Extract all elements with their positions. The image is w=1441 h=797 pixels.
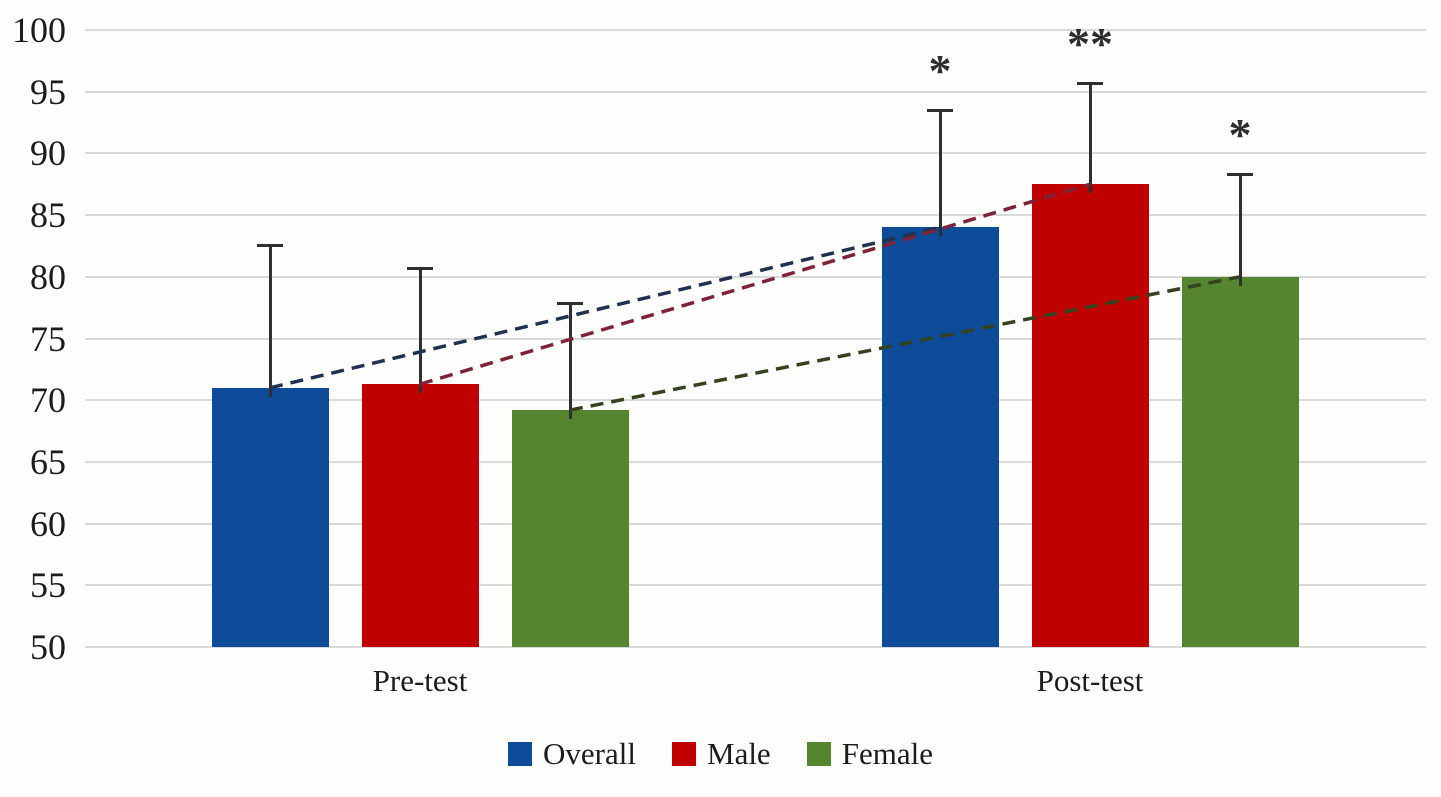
legend-item-female: Female [806, 736, 933, 771]
y-axis-tick-80: 80 [30, 256, 66, 297]
y-axis-tick-95: 95 [30, 71, 66, 112]
bar-male-pre-test [361, 384, 479, 647]
trend-line-overall [269, 225, 941, 390]
gridline-90 [85, 152, 1426, 155]
legend-item-male: Male [672, 738, 771, 769]
y-axis-tick-90: 90 [30, 133, 66, 174]
error-bar-cap-female-post-test [1227, 172, 1253, 176]
gridline-95 [85, 90, 1426, 93]
significance-marker-overall-post-test: * [928, 45, 952, 97]
y-axis-tick-75: 75 [30, 318, 66, 359]
error-bar-overall-post-test [938, 110, 942, 237]
y-axis-tick-50: 50 [30, 627, 66, 667]
y-axis-tick-55: 55 [30, 565, 66, 606]
error-bar-cap-overall-pre-test [257, 244, 283, 248]
gridline-100 [85, 29, 1426, 31]
legend-item-overall: Overall [508, 738, 636, 769]
y-axis-tick-65: 65 [30, 441, 66, 482]
gridline-55 [85, 584, 1426, 587]
legend: Overall Male Female [0, 738, 1441, 769]
y-axis-tick-100: 100 [12, 10, 66, 50]
bar-overall-pre-test [211, 387, 329, 647]
error-bar-female-post-test [1238, 174, 1242, 286]
bar-female-post-test [1181, 276, 1299, 647]
bar-female-pre-test [511, 410, 629, 647]
legend-label-overall: Overall [543, 736, 636, 771]
gridline-85 [85, 214, 1426, 217]
significance-marker-female-post-test: * [1228, 109, 1252, 161]
bar-male-post-test [1031, 184, 1149, 647]
legend-label-female: Female [841, 736, 933, 771]
error-bar-cap-male-post-test [1077, 81, 1103, 85]
legend-swatch-overall [508, 741, 533, 766]
error-bar-cap-overall-post-test [927, 108, 953, 112]
y-axis-tick-85: 85 [30, 195, 66, 236]
gridline-60 [85, 522, 1426, 525]
gridline-50 [85, 646, 1426, 648]
error-bar-male-pre-test [418, 268, 422, 394]
legend-label-male: Male [707, 736, 771, 771]
legend-swatch-female [806, 741, 831, 766]
error-bar-female-pre-test [568, 303, 572, 420]
significance-marker-male-post-test: ** [1067, 18, 1113, 70]
bar-overall-post-test [881, 227, 999, 647]
legend-swatch-male [672, 741, 696, 766]
y-axis-tick-70: 70 [30, 380, 66, 421]
error-bar-overall-pre-test [268, 245, 272, 397]
x-axis-label-pretest: Pre-test [372, 663, 468, 698]
error-bar-cap-male-pre-test [407, 266, 433, 270]
error-bar-male-post-test [1088, 83, 1092, 194]
x-axis-label-posttest: Post-test [1036, 663, 1144, 698]
gridline-65 [85, 460, 1426, 463]
y-axis-tick-60: 60 [30, 503, 66, 544]
error-bar-cap-female-pre-test [557, 302, 583, 306]
